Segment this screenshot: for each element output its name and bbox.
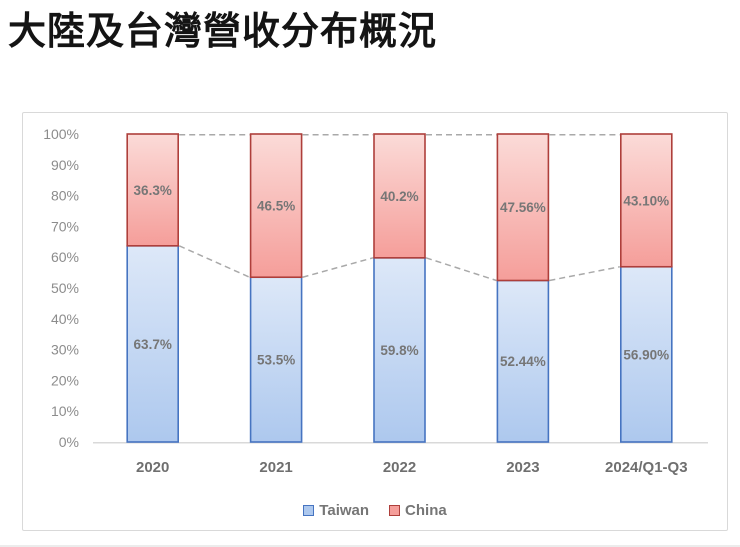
x-axis-label: 2024/Q1-Q3 [605, 459, 688, 476]
series-line-boundary [178, 245, 250, 278]
data-label-china: 43.10% [623, 193, 669, 208]
legend-swatch-taiwan [303, 504, 315, 516]
legend-item-china: China [389, 502, 447, 519]
bar-segment-china [496, 133, 550, 282]
series-line-boundary [302, 257, 374, 278]
legend-swatch-china [389, 504, 401, 516]
bar-segment-china [249, 133, 303, 279]
x-axis-label: 2021 [259, 459, 292, 476]
legend-item-taiwan: Taiwan [303, 502, 369, 519]
data-label-china: 36.3% [134, 183, 172, 198]
data-label-taiwan: 53.5% [257, 353, 295, 368]
series-line-boundary [425, 257, 497, 282]
bar-segment-taiwan [619, 265, 673, 443]
x-axis-label: 2022 [383, 459, 416, 476]
chart-title: 大陸及台灣營收分布概況 [8, 11, 438, 53]
y-axis-tick-label: 80% [51, 188, 79, 204]
y-axis-tick-label: 30% [51, 342, 79, 358]
data-label-taiwan: 63.7% [134, 337, 172, 352]
data-label-china: 47.56% [500, 200, 546, 215]
y-axis-tick-label: 10% [51, 403, 79, 419]
y-axis-tick-label: 50% [51, 280, 79, 296]
data-label-china: 40.2% [380, 189, 418, 204]
y-axis-tick-label: 20% [51, 372, 79, 388]
data-label-china: 46.5% [257, 199, 295, 214]
bar-segment-taiwan [126, 245, 179, 443]
bar-segment-china [619, 133, 673, 268]
x-axis-label: 2020 [136, 459, 169, 476]
y-axis-tick-label: 0% [59, 434, 79, 450]
bar-segment-china [126, 133, 179, 247]
y-axis-tick-label: 90% [51, 157, 79, 173]
legend-label: Taiwan [319, 501, 370, 519]
data-label-taiwan: 52.44% [500, 354, 546, 369]
series-line-boundary [549, 266, 620, 282]
y-axis-tick-label: 70% [51, 218, 79, 234]
x-axis-label: 2023 [506, 459, 539, 476]
data-label-taiwan: 59.8% [380, 343, 418, 358]
y-axis-tick-label: 60% [51, 249, 79, 265]
chart-legend: Taiwan China [23, 499, 727, 521]
legend-label: China [405, 501, 447, 519]
stacked-bar-chart: 0% 10% 20% 30% 40% 50% 60% 70% 80% 90% 100% 36.3% 63… [43, 126, 708, 476]
bar-segment-china [373, 133, 426, 259]
y-axis-tick-label: 40% [51, 311, 79, 327]
data-label-taiwan: 56.90% [623, 347, 669, 362]
chart-panel: 0% 10% 20% 30% 40% 50% 60% 70% 80% 90% 100% 36.3% 63… [22, 112, 728, 531]
y-axis-tick-label: 100% [43, 126, 79, 142]
